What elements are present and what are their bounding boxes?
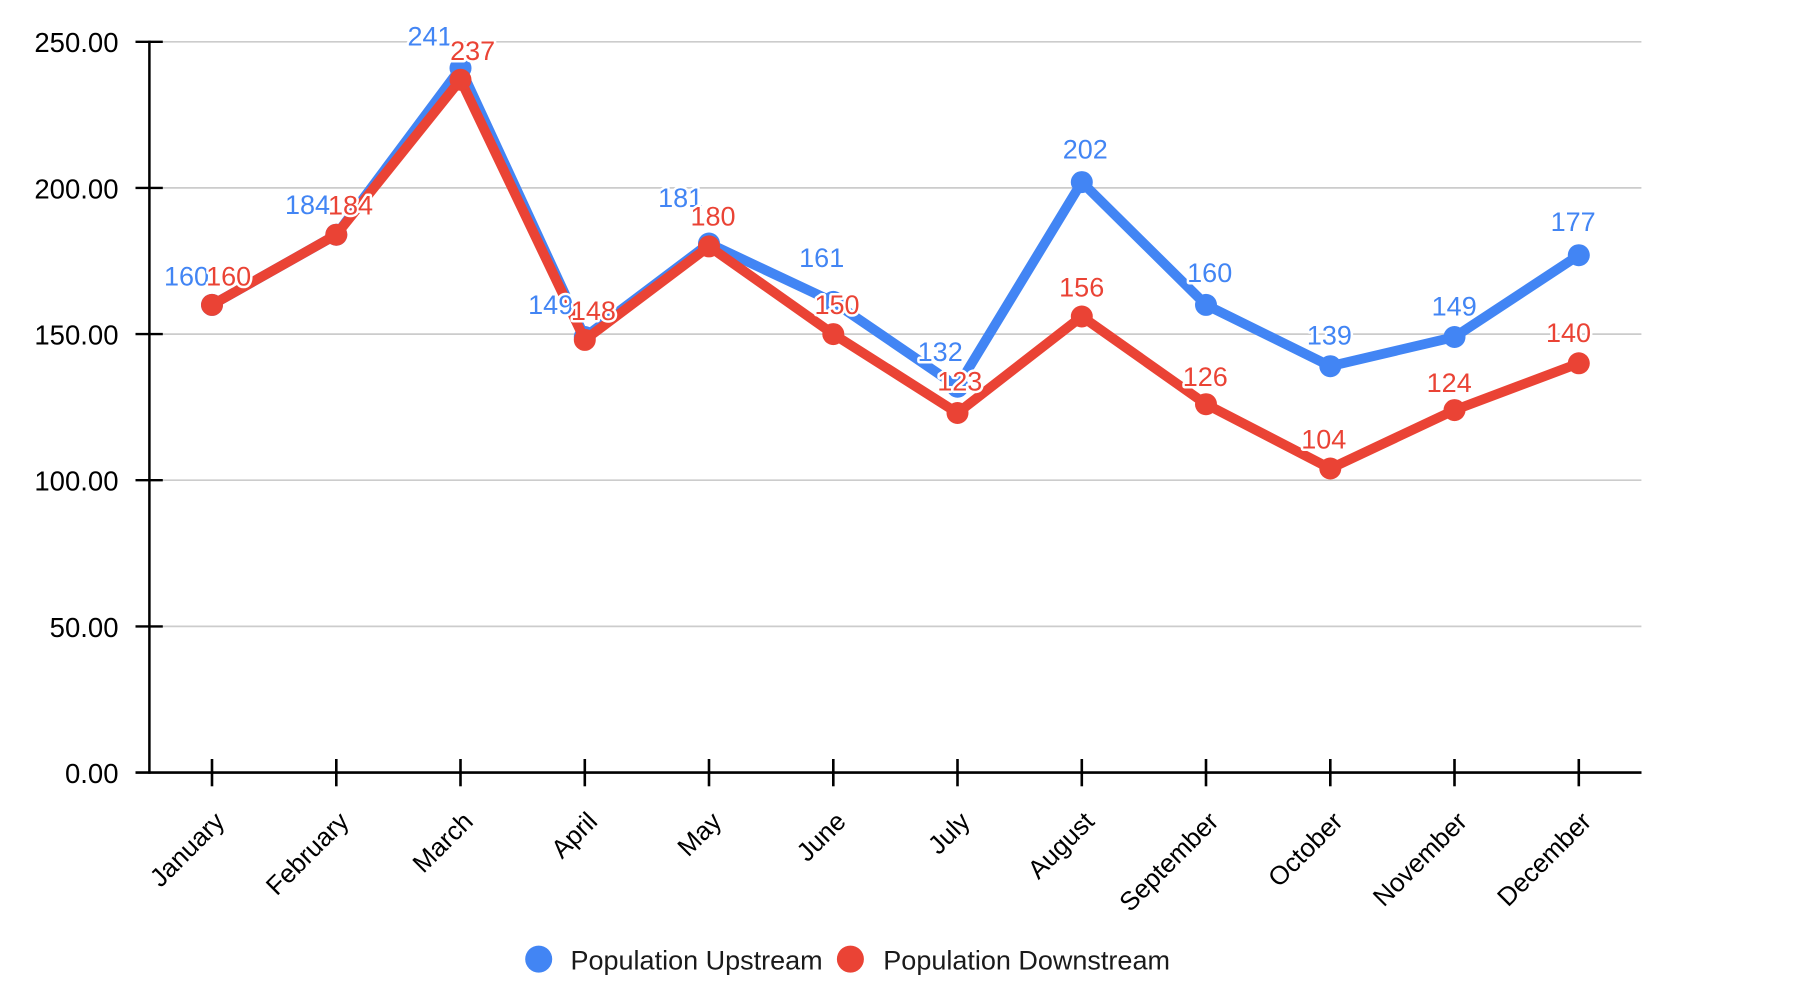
svg-text:200.00: 200.00: [34, 173, 118, 204]
svg-text:Population Upstream: Population Upstream: [571, 946, 823, 976]
svg-text:177: 177: [1551, 207, 1596, 237]
svg-text:150.00: 150.00: [34, 320, 118, 351]
svg-text:Population Downstream: Population Downstream: [883, 946, 1170, 976]
svg-text:149: 149: [528, 290, 573, 320]
svg-text:250.00: 250.00: [34, 27, 118, 58]
svg-text:140: 140: [1546, 318, 1591, 348]
svg-text:123: 123: [937, 367, 982, 397]
svg-text:241: 241: [407, 21, 452, 51]
svg-text:100.00: 100.00: [34, 466, 118, 497]
svg-text:126: 126: [1183, 362, 1228, 392]
svg-text:132: 132: [918, 337, 963, 367]
svg-text:156: 156: [1059, 273, 1104, 303]
svg-text:160: 160: [206, 262, 251, 292]
svg-text:202: 202: [1063, 135, 1108, 165]
svg-text:0.00: 0.00: [65, 758, 119, 789]
svg-text:181: 181: [658, 183, 703, 213]
svg-text:237: 237: [450, 36, 495, 66]
svg-text:160: 160: [1187, 258, 1232, 288]
svg-text:50.00: 50.00: [50, 612, 119, 643]
svg-text:150: 150: [814, 290, 859, 320]
svg-text:124: 124: [1427, 368, 1472, 398]
svg-text:161: 161: [799, 243, 844, 273]
svg-text:180: 180: [690, 201, 735, 231]
svg-text:104: 104: [1301, 425, 1346, 455]
svg-text:148: 148: [571, 296, 616, 326]
svg-text:149: 149: [1432, 292, 1477, 322]
svg-text:160: 160: [164, 262, 209, 292]
svg-text:139: 139: [1307, 320, 1352, 350]
svg-text:184: 184: [285, 190, 330, 220]
svg-text:184: 184: [328, 191, 373, 221]
